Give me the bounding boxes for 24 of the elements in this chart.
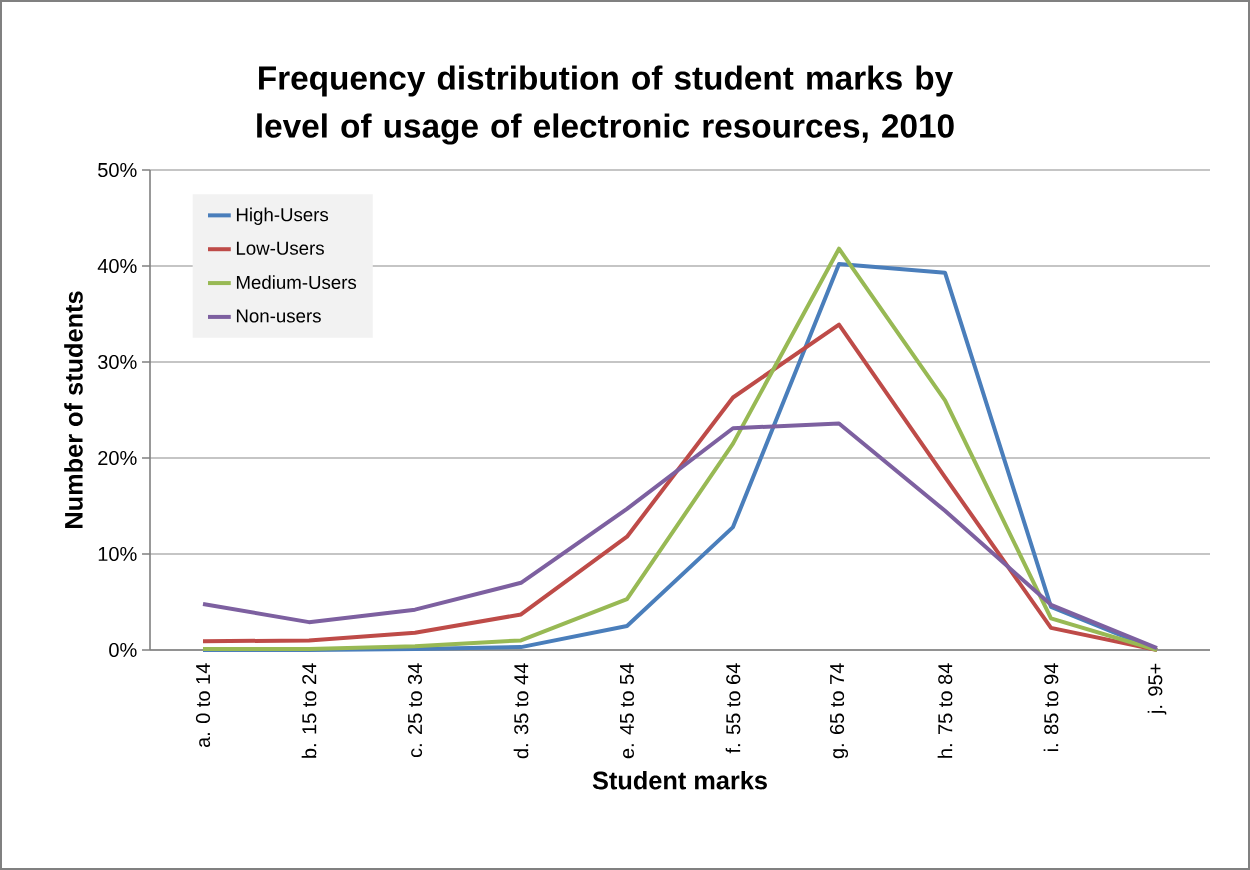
x-tick-label: h. 75 to 84 (937, 663, 953, 758)
y-tick-label: 0% (109, 642, 137, 658)
x-tick-label: f. 55 to 64 (725, 663, 741, 754)
x-tick-label: g. 65 to 74 (829, 663, 849, 759)
x-axis-title: Student marks (592, 770, 767, 790)
x-tick-label: e. 45 to 54 (620, 663, 634, 759)
x-tick-label: b. 15 to 24 (301, 663, 317, 758)
x-tick-label: c. 25 to 34 (407, 663, 423, 758)
y-tick-label: 30% (98, 354, 137, 370)
y-tick-label: 40% (97, 258, 137, 274)
line-series (201, 421, 1159, 651)
y-axis-title: Number of students (64, 291, 83, 528)
x-tick-label: i. 85 to 94 (1043, 663, 1059, 752)
x-tick-label: d. 35 to 44 (513, 663, 529, 759)
y-tick-label: 50% (98, 162, 137, 178)
y-tick-label: 20% (98, 450, 137, 466)
x-tick-label: a. 0 to 14 (195, 663, 211, 748)
legend-label: Low-Users (236, 241, 324, 255)
legend-label: High-Users (236, 207, 329, 225)
legend-label: Non-users (236, 309, 321, 323)
chart-title: Frequency distribution of student marks by level of usage of electronic resources, 2010 (257, 65, 954, 145)
x-tick-label: j. 95+ (1147, 663, 1167, 715)
y-tick-label: 10% (98, 546, 137, 562)
legend-label: Medium-Users (236, 275, 357, 290)
